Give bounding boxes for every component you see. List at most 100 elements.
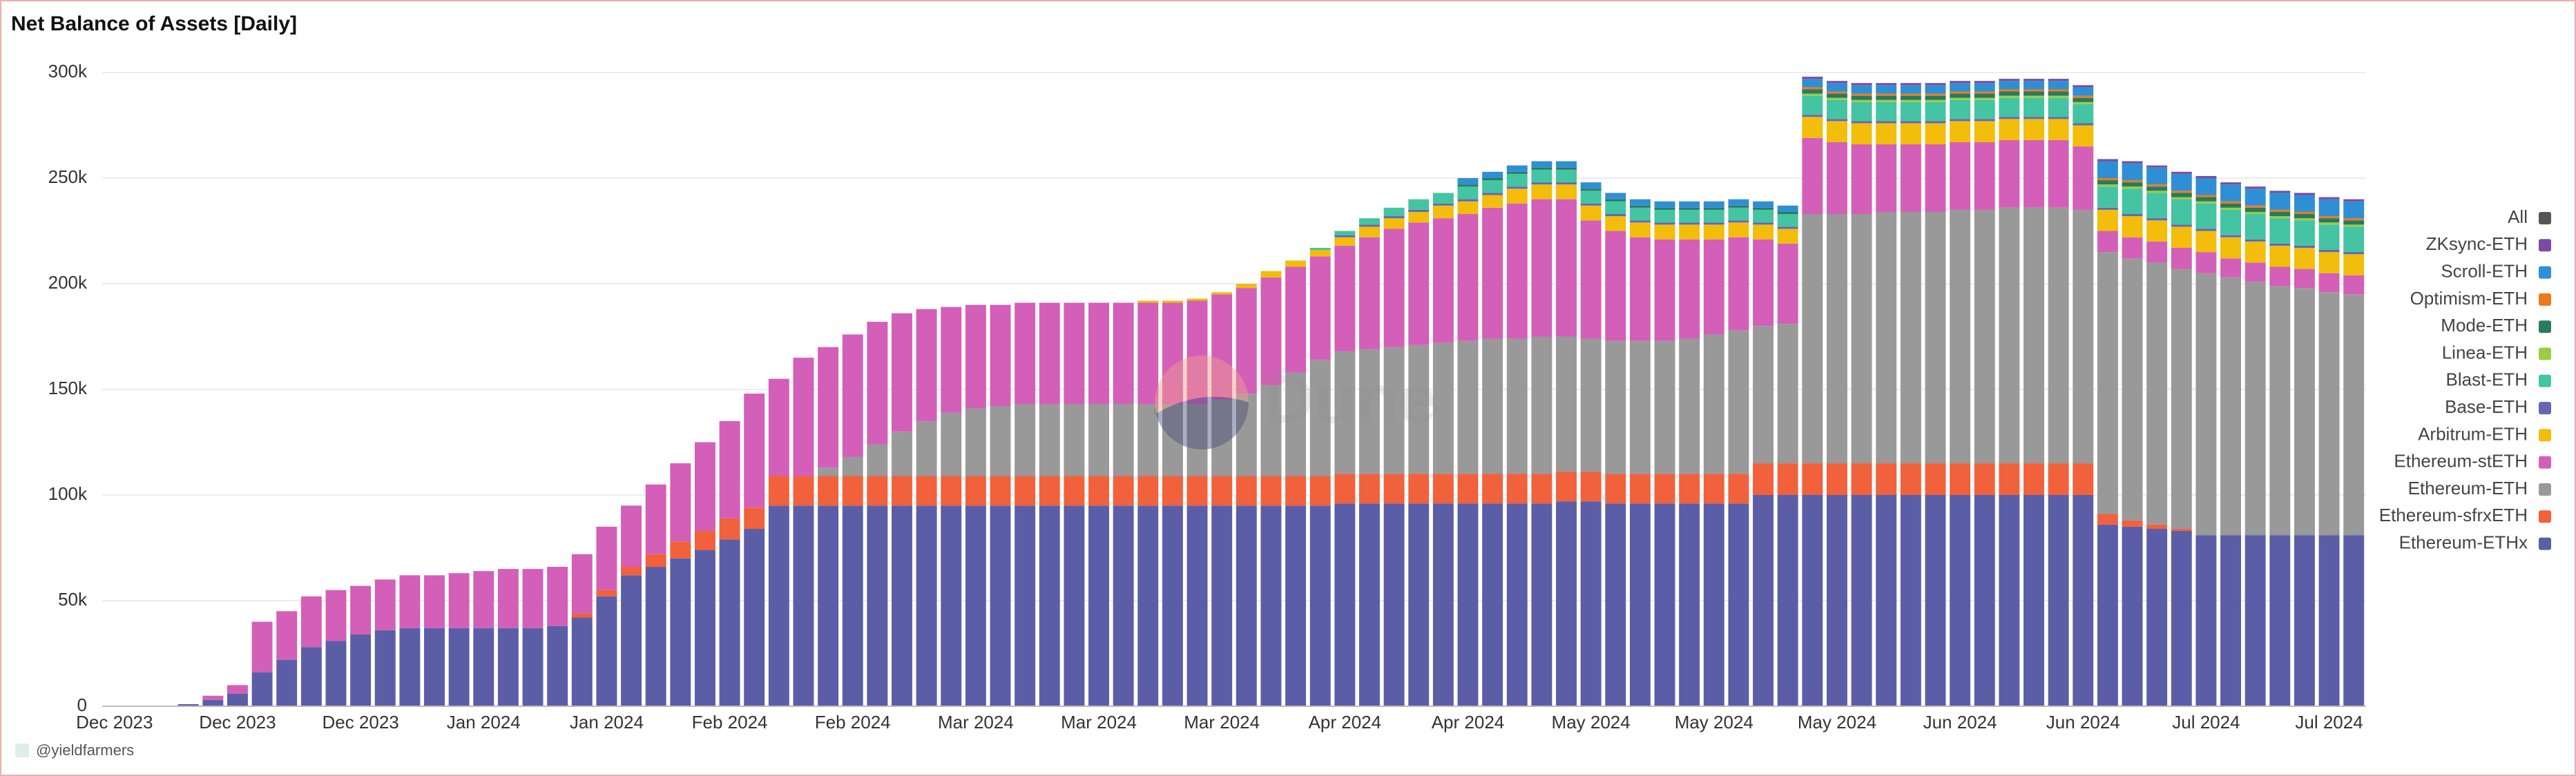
- x-tick-label: May 2024: [1552, 712, 1631, 733]
- bar-segment: [2343, 218, 2365, 221]
- bar-segment: [1506, 165, 1528, 172]
- y-tick-label: 200k: [48, 272, 88, 293]
- bar-segment: [645, 554, 666, 568]
- bar-segment: [1383, 218, 1405, 229]
- legend-label: Scroll-ETH: [2441, 260, 2528, 281]
- bar-segment: [1802, 495, 1823, 706]
- bar-segment: [1383, 207, 1405, 217]
- bar-segment: [670, 463, 691, 542]
- bar-segment: [2097, 184, 2118, 187]
- bar-segment: [1654, 209, 1675, 223]
- bar-segment: [2245, 281, 2266, 536]
- legend-label: Base-ETH: [2445, 396, 2528, 417]
- bar-segment: [1605, 231, 1626, 341]
- bar-segment: [1876, 123, 1897, 145]
- bar-segment: [744, 528, 765, 706]
- bar-segment: [2269, 286, 2291, 536]
- bar-segment: [2073, 97, 2094, 102]
- bar-segment: [744, 394, 765, 508]
- bar-segment: [1556, 182, 1577, 185]
- y-tick-label: 0: [77, 695, 87, 715]
- bar-segment: [350, 634, 372, 706]
- bar-segment: [1728, 330, 1749, 474]
- bar-segment: [1113, 404, 1134, 476]
- bar-segment: [2195, 178, 2217, 195]
- bar-segment: [2171, 247, 2192, 269]
- bar-segment: [1777, 495, 1798, 706]
- legend-label: Mode-ETH: [2441, 315, 2528, 336]
- bar-segment: [2122, 214, 2143, 217]
- bar-segment: [719, 518, 740, 540]
- bar-segment: [1531, 199, 1553, 337]
- bar-segment: [768, 476, 789, 506]
- bar-segment: [473, 571, 494, 628]
- bar-segment: [1629, 205, 1651, 208]
- bar-segment: [2048, 139, 2069, 208]
- bar-segment: [1851, 93, 1872, 96]
- x-tick-label: Mar 2024: [938, 712, 1014, 733]
- bar-segment: [892, 313, 912, 432]
- bar-segment: [1950, 97, 1971, 100]
- bar-segment: [2220, 535, 2241, 706]
- bar-segment: [1457, 186, 1479, 200]
- bar-segment: [1999, 95, 2020, 98]
- bar-segment: [1900, 95, 1921, 100]
- bar-segment: [2195, 273, 2217, 536]
- bar-segment: [2294, 195, 2315, 212]
- bar-segment: [2048, 207, 2069, 464]
- bar-segment: [1408, 209, 1430, 212]
- bar-segment: [1137, 476, 1159, 506]
- bar-segment: [1309, 250, 1331, 257]
- bar-segment: [1999, 463, 2020, 495]
- bar-segment: [1580, 220, 1602, 339]
- bar-segment: [1556, 169, 1577, 183]
- bar-segment: [1359, 224, 1380, 227]
- bar-segment: [1999, 89, 2020, 92]
- bar-segment: [2122, 180, 2143, 183]
- bar-segment: [1876, 85, 1897, 94]
- bar-segment: [1826, 99, 1847, 119]
- bar-segment: [1211, 476, 1233, 506]
- bar-segment: [1383, 474, 1405, 504]
- bar-segment: [1506, 171, 1528, 174]
- bar-segment: [1285, 372, 1307, 476]
- bar-segment: [1703, 334, 1724, 474]
- bar-segment: [1556, 501, 1577, 706]
- bar-segment: [1679, 338, 1700, 474]
- bar-segment: [1162, 302, 1183, 405]
- bar-segment: [2220, 203, 2241, 208]
- bar-segment: [1531, 161, 1553, 168]
- bar-segment: [1359, 474, 1380, 504]
- bar-segment: [1064, 505, 1085, 706]
- bar-segment: [2146, 186, 2168, 191]
- x-tick-label: May 2024: [1675, 712, 1753, 733]
- bar-segment: [2318, 224, 2340, 251]
- bar-segment: [818, 476, 839, 506]
- bar-segment: [1186, 505, 1208, 706]
- bar-segment: [2245, 188, 2266, 206]
- x-tick-label: Jan 2024: [447, 712, 521, 733]
- plot-area: 0 50k 100k 150k 200k 250k 300k Dec 2023 Dec 2023…: [48, 61, 2366, 733]
- bar-segment: [1531, 182, 1553, 185]
- bar-segment: [1925, 495, 1946, 706]
- bar-segment: [1088, 302, 1109, 405]
- bar-segment: [1113, 476, 1134, 506]
- bar-segment: [1334, 351, 1356, 474]
- bar-segment: [1826, 214, 1847, 464]
- bar-segment: [2195, 197, 2217, 202]
- watermark-text: Dune: [1264, 360, 1436, 438]
- bar-segment: [1506, 503, 1528, 706]
- bar-segment: [1482, 195, 1503, 208]
- bar-segment: [1999, 97, 2020, 117]
- bar-segment: [2343, 226, 2365, 253]
- bar-segment: [497, 569, 519, 628]
- legend-label: Ethereum-ETH: [2408, 478, 2528, 498]
- bar-segment: [2073, 209, 2094, 464]
- bar-segment: [2245, 262, 2266, 282]
- bar-segment: [2097, 231, 2118, 253]
- bar-segment: [2024, 79, 2044, 81]
- x-tick-label: Jan 2024: [570, 712, 644, 733]
- bar-segment: [1236, 288, 1257, 394]
- bar-segment: [1137, 404, 1159, 476]
- bar-segment: [941, 476, 962, 506]
